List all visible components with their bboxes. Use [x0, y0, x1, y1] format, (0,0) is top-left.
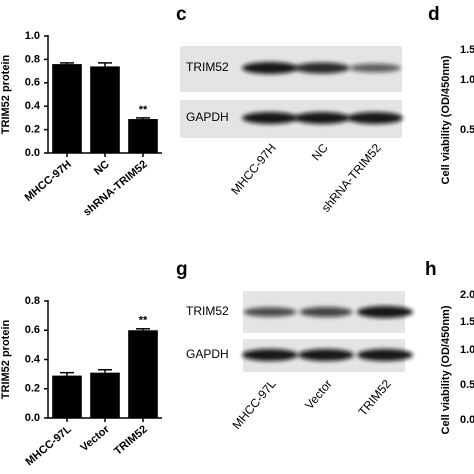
error-bar — [98, 62, 112, 67]
blot-band — [357, 349, 413, 361]
blot-band — [294, 112, 350, 124]
panel-letter: d — [428, 4, 440, 25]
y-tick-label: 0.5 — [460, 124, 474, 136]
lane-label: NC — [309, 141, 331, 164]
blot-band — [347, 112, 403, 124]
significance-label: ** — [139, 104, 148, 116]
y-tick-label: 1.0 — [460, 344, 474, 356]
panel-letter: c — [176, 4, 187, 25]
significance-label: ** — [139, 315, 148, 327]
panel-letter: h — [425, 259, 437, 280]
error-bar — [136, 117, 150, 120]
bar — [90, 66, 120, 153]
x-tick-label: NC — [92, 158, 112, 177]
bar — [90, 372, 120, 418]
row-label: GAPDH — [186, 110, 229, 124]
y-tick-label: 0.0 — [25, 412, 40, 424]
blot-band — [299, 307, 353, 317]
lane-label: TRIM52 — [356, 377, 394, 419]
blot-band — [242, 349, 298, 361]
y-tick-label: 0.0 — [460, 414, 474, 426]
blot-band — [357, 306, 413, 318]
y-tick-label: 0.2 — [25, 124, 40, 136]
y-tick-label: 0.0 — [25, 147, 40, 159]
y-tick-label: 1.5 — [460, 44, 474, 56]
y-axis-label: TRIM52 protein — [0, 319, 12, 399]
y-axis-label: Cell viability (OD/450nm) — [440, 305, 452, 434]
y-tick-label: 1.0 — [460, 74, 474, 86]
y-tick-label: 0.4 — [25, 100, 41, 112]
panel-letter: g — [176, 259, 188, 280]
bar — [128, 330, 158, 418]
blot-band — [298, 349, 354, 361]
bar — [52, 375, 82, 418]
lane-label: MHCC-97L — [229, 377, 279, 432]
x-tick-label: MHCC-97H — [23, 158, 74, 204]
y-tick-label: 0.5 — [460, 379, 474, 391]
lane-label: MHCC-97H — [228, 141, 279, 198]
error-bar — [60, 371, 74, 376]
y-tick-label: 2.0 — [460, 289, 474, 301]
x-tick-label: TRIM52 — [112, 423, 150, 457]
x-tick-label: Vector — [78, 423, 112, 454]
y-tick-label: 1.0 — [25, 30, 40, 42]
lane-label: Vector — [302, 377, 335, 412]
row-label: TRIM52 — [186, 304, 229, 318]
error-bar — [136, 328, 150, 331]
error-bar — [98, 368, 112, 373]
y-tick-label: 0.8 — [25, 53, 40, 65]
error-bar — [60, 62, 74, 65]
y-axis-label: TRIM52 protein — [0, 54, 12, 134]
y-tick-label: 0.2 — [25, 383, 40, 395]
row-label: TRIM52 — [186, 60, 229, 74]
y-tick-label: 0.6 — [25, 77, 40, 89]
bar — [128, 119, 158, 153]
bar — [52, 64, 82, 153]
y-tick-label: 0.8 — [25, 295, 40, 307]
x-tick-label: MHCC-97L — [23, 423, 74, 468]
blot-band — [243, 307, 297, 317]
blot-band — [294, 62, 350, 74]
blot-band — [242, 62, 298, 74]
row-label: GAPDH — [186, 347, 229, 361]
y-tick-label: 1.5 — [460, 316, 474, 328]
blot-band — [242, 112, 298, 124]
y-tick-label: 0.4 — [25, 353, 41, 365]
y-axis-label: Cell viability (OD/450nm) — [440, 55, 452, 184]
y-tick-label: 0.6 — [25, 324, 40, 336]
blot-band — [349, 63, 401, 73]
x-tick-label: shRNA-TRIM52 — [81, 158, 150, 218]
